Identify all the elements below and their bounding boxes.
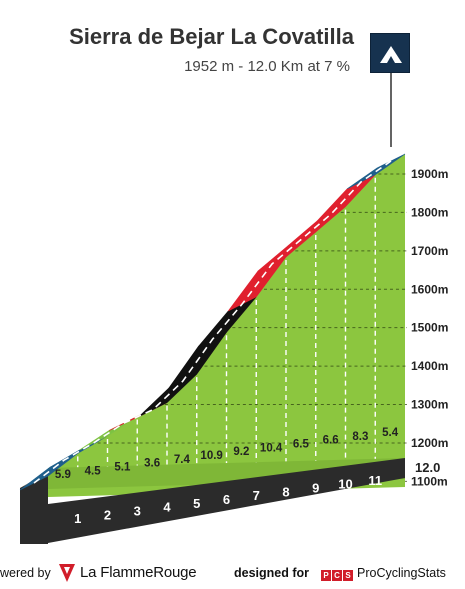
- gradient-label: 7.4: [174, 454, 191, 466]
- summit-mountain-icon: [370, 33, 410, 73]
- climb-area-fill: [48, 154, 405, 476]
- road-centerline: [33, 160, 392, 484]
- km-mark-label: 7: [253, 488, 260, 503]
- elevation-tick-label: 1400m: [411, 359, 448, 373]
- page-title: Sierra de Bejar La Covatilla: [69, 24, 354, 49]
- gradient-label: 3.6: [144, 458, 160, 470]
- km-mark-label: 9: [312, 481, 319, 496]
- elevation-tick-label: 1200m: [411, 436, 448, 450]
- elevation-tick-label: 1600m: [411, 282, 448, 296]
- powered-by-label: wered by: [0, 566, 51, 580]
- km-mark-label: 11: [368, 473, 382, 488]
- km-mark-label: 6: [223, 492, 230, 507]
- pcs-letter: P: [321, 570, 331, 581]
- gradient-label: 6.6: [323, 435, 339, 447]
- km-mark-label: 10: [338, 477, 352, 492]
- gradient-label: 4.5: [85, 465, 102, 477]
- km-mark-label: 3: [134, 504, 141, 519]
- flamme-rouge-brand[interactable]: La FlammeRouge: [80, 564, 197, 581]
- gradient-label: 10.9: [200, 450, 222, 462]
- gradient-label: 9.2: [233, 446, 249, 458]
- gradient-label: 8.3: [352, 431, 368, 443]
- pcs-letter: S: [343, 570, 353, 581]
- km-mark-label: 8: [282, 484, 289, 499]
- km-mark-label: 4: [163, 500, 171, 515]
- end-distance-label: 12.0: [415, 460, 440, 475]
- gradient-label: 5.4: [382, 427, 399, 439]
- gradient-label: 5.1: [114, 461, 131, 473]
- flamme-rouge-logo-icon: [59, 564, 75, 582]
- km-base-band: [48, 458, 405, 543]
- elevation-tick-label: 1100m: [411, 474, 448, 488]
- gradient-label: 6.5: [293, 438, 310, 450]
- km-mark-label: 1: [74, 511, 81, 526]
- elevation-tick-label: 1800m: [411, 205, 448, 219]
- climb-profile-chart: 1100m 1200m 1300m 1400m 1500m 1600m 1700m 1800m…: [19, 73, 448, 544]
- pcs-letter: C: [332, 570, 342, 581]
- designed-for-label: designed for: [234, 566, 310, 580]
- climb-stats-subtitle: 1952 m - 12.0 Km at 7 %: [184, 58, 350, 75]
- km-mark-label: 2: [104, 507, 111, 522]
- elevation-tick-label: 1500m: [411, 321, 448, 335]
- procyclingstats-brand[interactable]: ProCyclingStats: [357, 566, 446, 580]
- elevation-tick-label: 1900m: [411, 167, 448, 181]
- elevation-tick-label: 1300m: [411, 398, 448, 412]
- elevation-tick-label: 1700m: [411, 244, 448, 258]
- km-mark-label: 5: [193, 496, 200, 511]
- base-front-face: [20, 472, 48, 544]
- gradient-label: 5.9: [55, 469, 71, 481]
- gradient-label: 10.4: [260, 442, 283, 454]
